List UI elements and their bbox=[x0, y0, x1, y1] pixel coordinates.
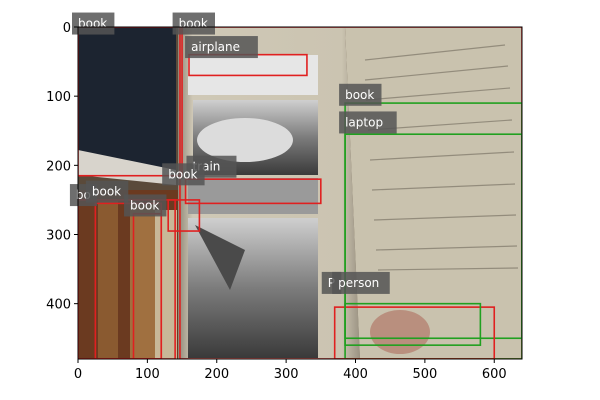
bbox-book bbox=[167, 199, 201, 232]
label-tag-airplane: airplane bbox=[185, 36, 258, 59]
label-tag-book: book bbox=[339, 83, 382, 106]
label-tag-book: book bbox=[85, 180, 129, 203]
label-text: person bbox=[338, 276, 379, 290]
label-tag-book: book bbox=[124, 194, 167, 217]
x-tick-label: 200 bbox=[204, 367, 229, 382]
x-tick-label: 400 bbox=[343, 367, 368, 382]
bbox-laptop bbox=[344, 133, 522, 340]
y-axis: 0 100 200 300 400 bbox=[46, 21, 78, 313]
x-tick-label: 100 bbox=[135, 367, 160, 382]
label-tag-laptop: laptop bbox=[339, 111, 397, 134]
y-tick-label: 200 bbox=[46, 159, 71, 174]
x-tick-label: 600 bbox=[482, 367, 507, 382]
y-tick-label: 400 bbox=[46, 298, 71, 313]
label-text: book bbox=[92, 185, 121, 199]
label-tag-book: book bbox=[172, 12, 215, 35]
x-tick-label: 500 bbox=[412, 367, 437, 382]
train-photo bbox=[188, 178, 318, 214]
label-tag-person: person bbox=[332, 271, 390, 294]
label-text: laptop bbox=[345, 115, 383, 129]
bbox-person bbox=[344, 302, 482, 346]
label-text: book bbox=[130, 198, 159, 212]
label-tag-book: book bbox=[162, 163, 205, 186]
label-text: airplane bbox=[191, 40, 240, 54]
bbox-person bbox=[333, 306, 496, 359]
x-axis: 0 100 200 300 400 500 600 bbox=[74, 359, 507, 382]
photo-image bbox=[78, 27, 522, 359]
axes-frame bbox=[77, 26, 523, 360]
right-page bbox=[345, 27, 522, 359]
label-text: book bbox=[179, 17, 208, 31]
label-text: book bbox=[345, 88, 374, 102]
label-text: book bbox=[78, 17, 107, 31]
y-tick-label: 300 bbox=[46, 229, 71, 244]
label-text: book bbox=[168, 167, 197, 181]
label-text: P bbox=[328, 276, 335, 290]
bbox-train bbox=[184, 178, 322, 205]
x-tick-label: 0 bbox=[74, 367, 82, 382]
bbox-book bbox=[78, 27, 183, 177]
y-tick-label: 100 bbox=[46, 90, 71, 105]
dark-book-cover bbox=[78, 27, 176, 175]
x-tick-label: 300 bbox=[274, 367, 299, 382]
hand bbox=[370, 310, 430, 354]
y-tick-label: 0 bbox=[63, 21, 71, 36]
